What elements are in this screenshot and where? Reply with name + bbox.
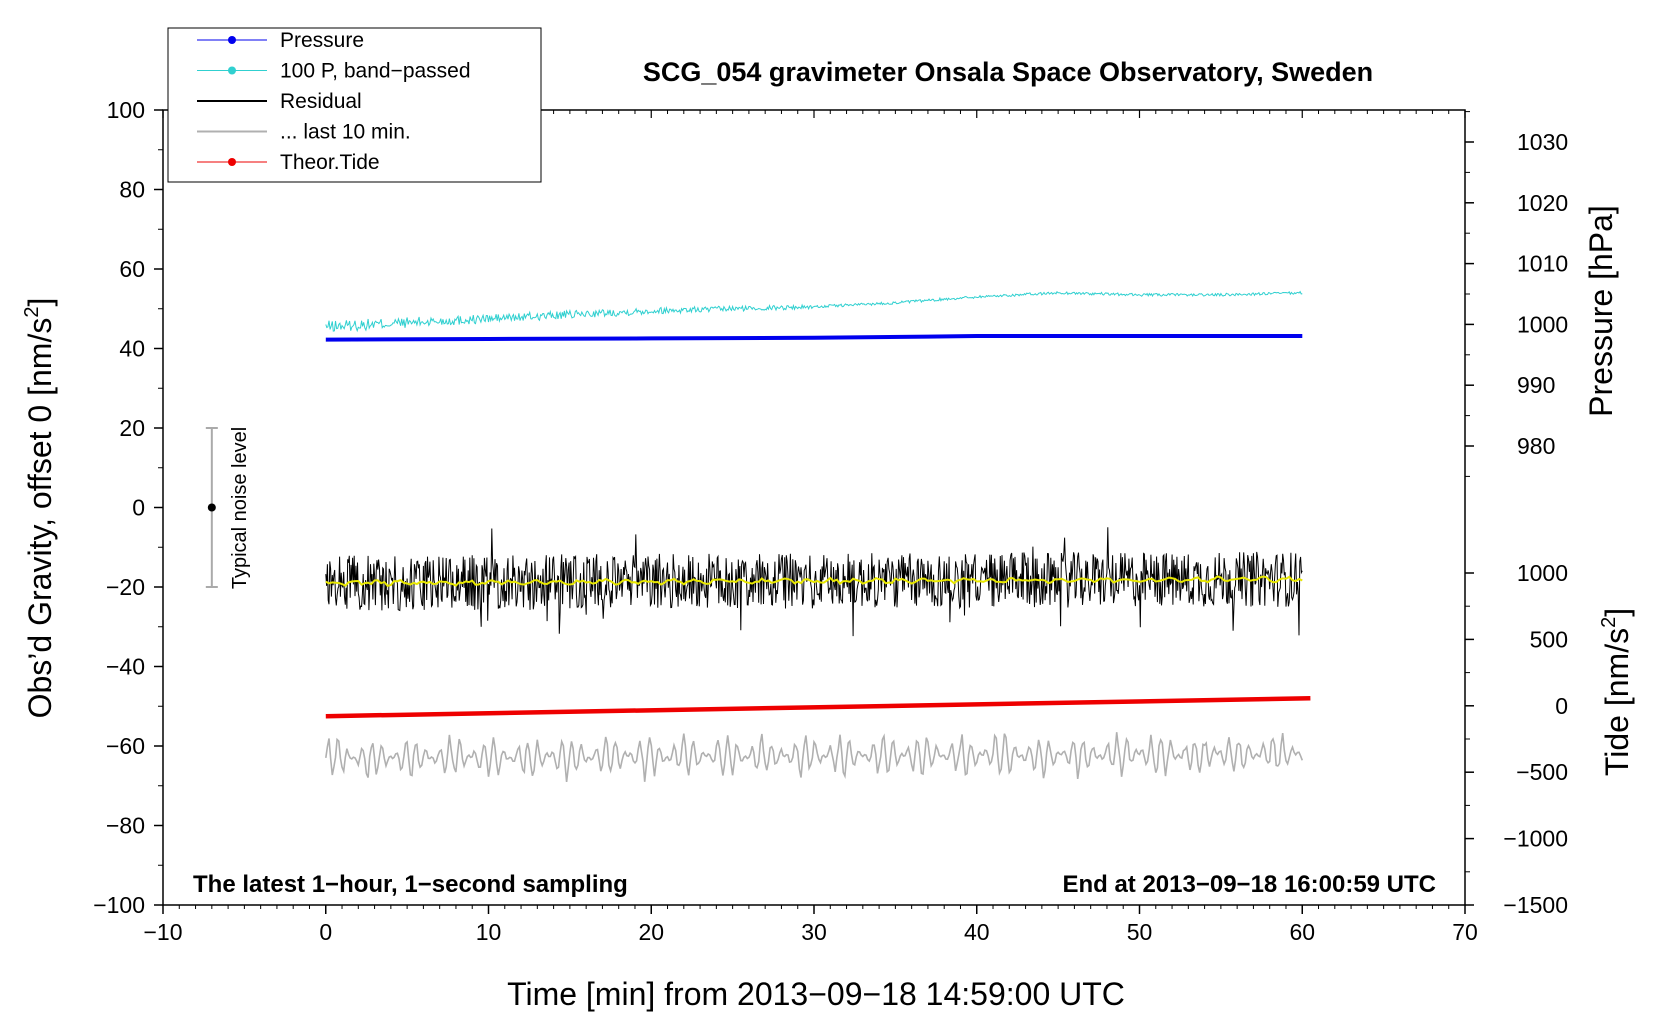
- tide-tick-label: 1000: [1517, 560, 1568, 586]
- x-tick-label: 70: [1452, 919, 1478, 945]
- plot-frame: [162, 109, 1466, 906]
- y-axis-title-tide: Tide [nm/s2]: [1598, 608, 1635, 776]
- x-tick-label: 10: [476, 919, 502, 945]
- y-tick-label: −80: [106, 813, 145, 839]
- y-axis-title-pressure: Pressure [hPa]: [1583, 205, 1619, 417]
- annotation-sampling: The latest 1−hour, 1−second sampling: [193, 871, 628, 898]
- noise-level-bar: [205, 427, 218, 588]
- y-tick-label: 60: [119, 256, 145, 282]
- x-tick-label: 60: [1289, 919, 1315, 945]
- pressure-tick-label: 980: [1517, 433, 1555, 459]
- tide-tick-label: −1500: [1503, 892, 1568, 918]
- tide-tick-label: −1000: [1503, 826, 1568, 852]
- legend-items: Pressure 100 P, band−passed Residual ... la…: [197, 29, 471, 174]
- legend-label: 100 P, band−passed: [280, 60, 471, 83]
- y-tick-label: −20: [106, 574, 145, 600]
- y-tick-label: −40: [106, 654, 145, 680]
- y-tick-label: 20: [119, 415, 145, 441]
- legend-label: Residual: [280, 90, 362, 113]
- legend-swatch-marker: [228, 66, 236, 75]
- y-tick-label: 100: [107, 97, 145, 123]
- plot-border: [162, 109, 1466, 906]
- pressure-tick-label: 1000: [1517, 311, 1568, 337]
- tide-tick-label: 500: [1530, 626, 1568, 652]
- series-layer: [325, 290, 1311, 782]
- tide-tick-label: −500: [1516, 759, 1568, 785]
- y-tick-label: 40: [119, 336, 145, 362]
- x-tick-label: −10: [143, 919, 182, 945]
- y-tick-label: −100: [93, 892, 145, 918]
- noise-level-label: Typical noise level: [229, 427, 251, 589]
- pressure-tick-label: 1020: [1517, 190, 1568, 216]
- series-tide-line: [325, 696, 1311, 719]
- x-tick-label: 50: [1127, 919, 1153, 945]
- x-tick-label: 30: [801, 919, 827, 945]
- pressure-tick-label: 1010: [1517, 251, 1568, 277]
- x-tick-label: 0: [319, 919, 332, 945]
- legend-swatch-marker: [228, 36, 236, 44]
- y-tick-label: −60: [106, 733, 145, 759]
- legend-label: Pressure: [280, 29, 364, 52]
- x-tick-label: 20: [638, 919, 664, 945]
- legend-label: ... last 10 min.: [280, 121, 411, 144]
- x-tick-label: 40: [964, 919, 990, 945]
- y-axis-title-gravity: Obs’d Gravity, offset 0 [nm/s2]: [21, 298, 58, 719]
- ticks-layer: −10 0 10 20 30 40 50 60 70100806040200−20−40−60−…: [93, 97, 1568, 945]
- legend-swatch-marker: [228, 158, 236, 166]
- pressure-tick-label: 1030: [1517, 129, 1568, 155]
- noise-bar-point: [207, 503, 216, 512]
- series-bandpassed-line: [325, 290, 1303, 333]
- series-pressure-line: [325, 334, 1303, 342]
- y-tick-label: 0: [132, 495, 145, 521]
- annotation-end-time: End at 2013−09−18 16:00:59 UTC: [1062, 871, 1436, 898]
- legend-box: [167, 27, 542, 183]
- chart-title: SCG_054 gravimeter Onsala Space Observat…: [643, 57, 1373, 87]
- pressure-tick-label: 990: [1517, 372, 1555, 398]
- tide-tick-label: 0: [1555, 693, 1568, 719]
- series-last10min-line: [325, 732, 1304, 782]
- x-axis-title: Time [min] from 2013−09−18 14:59:00 UTC: [507, 976, 1125, 1012]
- legend: Pressure 100 P, band−passed Residual ... la…: [167, 27, 542, 183]
- y-tick-label: 80: [119, 177, 145, 203]
- series-residual-smoothed-line: [325, 575, 1303, 588]
- series-residual-line: [325, 527, 1303, 637]
- legend-label: Theor.Tide: [280, 151, 380, 174]
